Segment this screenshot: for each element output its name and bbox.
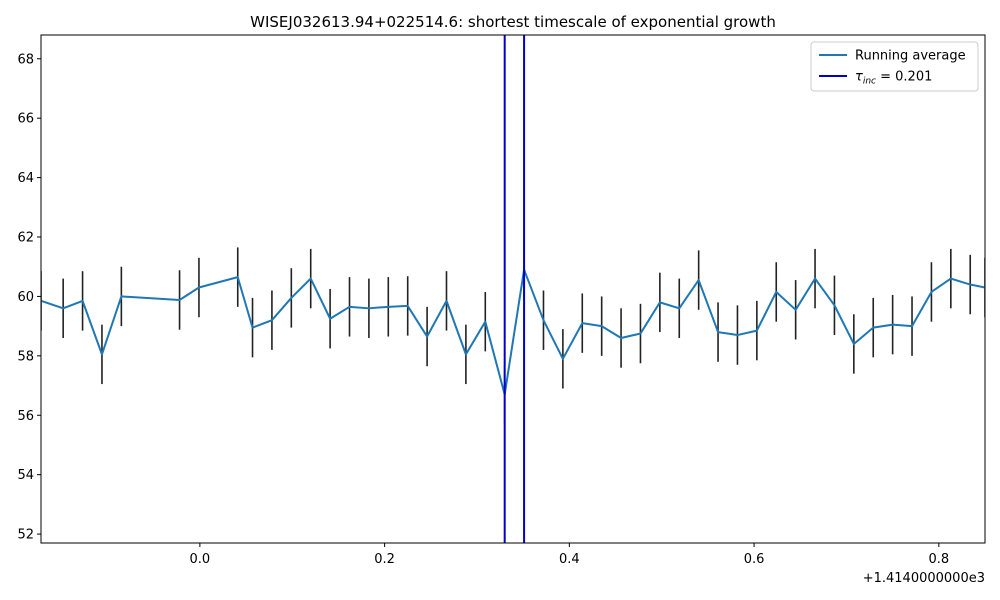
legend: Running average τinc = 0.201 bbox=[810, 41, 979, 92]
legend-box bbox=[810, 41, 979, 92]
plot-area bbox=[40, 34, 986, 544]
y-tick-label: 58 bbox=[17, 349, 34, 364]
x-tick-label: 0.0 bbox=[190, 552, 211, 567]
plot-content bbox=[41, 35, 985, 543]
y-tick-label: 60 bbox=[17, 290, 34, 305]
y-tick-label: 68 bbox=[17, 52, 34, 67]
legend-label: τinc = 0.201 bbox=[855, 70, 932, 87]
y-tick-label: 52 bbox=[17, 528, 34, 543]
series-line-running-average bbox=[41, 268, 985, 396]
x-tick-label: 0.6 bbox=[744, 552, 765, 567]
legend-label: Running average bbox=[855, 49, 966, 64]
plot-frame bbox=[40, 34, 986, 544]
y-tick-label: 64 bbox=[17, 171, 34, 186]
x-tick-label: 0.8 bbox=[928, 552, 949, 567]
y-axis: 52 54 56 58 60 62 64 66 68 bbox=[17, 52, 41, 543]
chart-title: WISEJ032613.94+022514.6: shortest timesc… bbox=[250, 13, 776, 31]
x-offset-label: +1.4140000000e3 bbox=[863, 571, 985, 586]
y-tick-label: 62 bbox=[17, 231, 34, 246]
x-tick-label: 0.2 bbox=[374, 552, 395, 567]
x-tick-label: 0.4 bbox=[559, 552, 580, 567]
y-tick-label: 66 bbox=[17, 112, 34, 127]
y-tick-label: 56 bbox=[17, 409, 34, 424]
y-tick-label: 54 bbox=[17, 468, 34, 483]
x-axis: 0.0 0.2 0.4 0.6 0.8 bbox=[190, 543, 949, 567]
